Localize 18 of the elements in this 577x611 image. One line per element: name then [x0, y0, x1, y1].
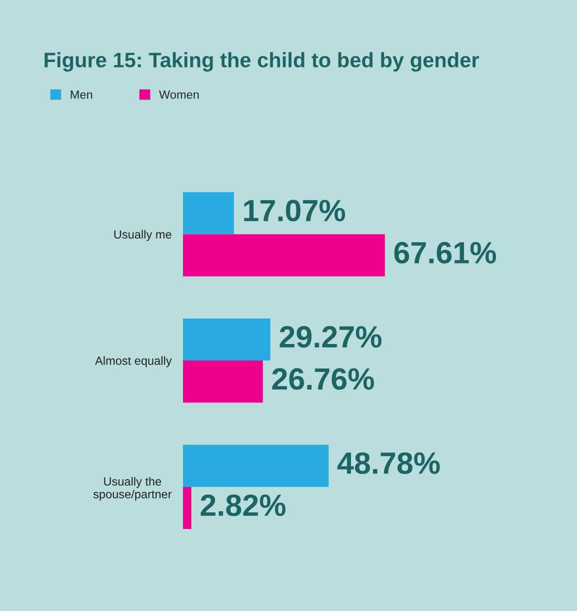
bar [182, 486, 192, 529]
chart-title: Figure 15: Taking the child to bed by gender [44, 52, 479, 72]
bar [182, 234, 385, 276]
bar [182, 360, 263, 403]
legend-label: Women [159, 90, 199, 99]
y-tick-label: Usually the spouse/partner [93, 476, 172, 501]
bar [182, 318, 270, 361]
y-tick-label: Almost equally [95, 356, 172, 368]
y-tick-label: Usually me [114, 230, 172, 241]
data-label: 26.76% [272, 368, 374, 390]
bar [182, 444, 329, 487]
data-label: 17.07% [244, 200, 346, 222]
data-label: 67.61% [394, 242, 496, 264]
data-label: 2.82% [200, 494, 286, 516]
legend-label: Men [70, 90, 92, 99]
bar [182, 192, 234, 234]
data-label: 48.78% [337, 452, 440, 474]
data-label: 29.27% [280, 326, 382, 348]
